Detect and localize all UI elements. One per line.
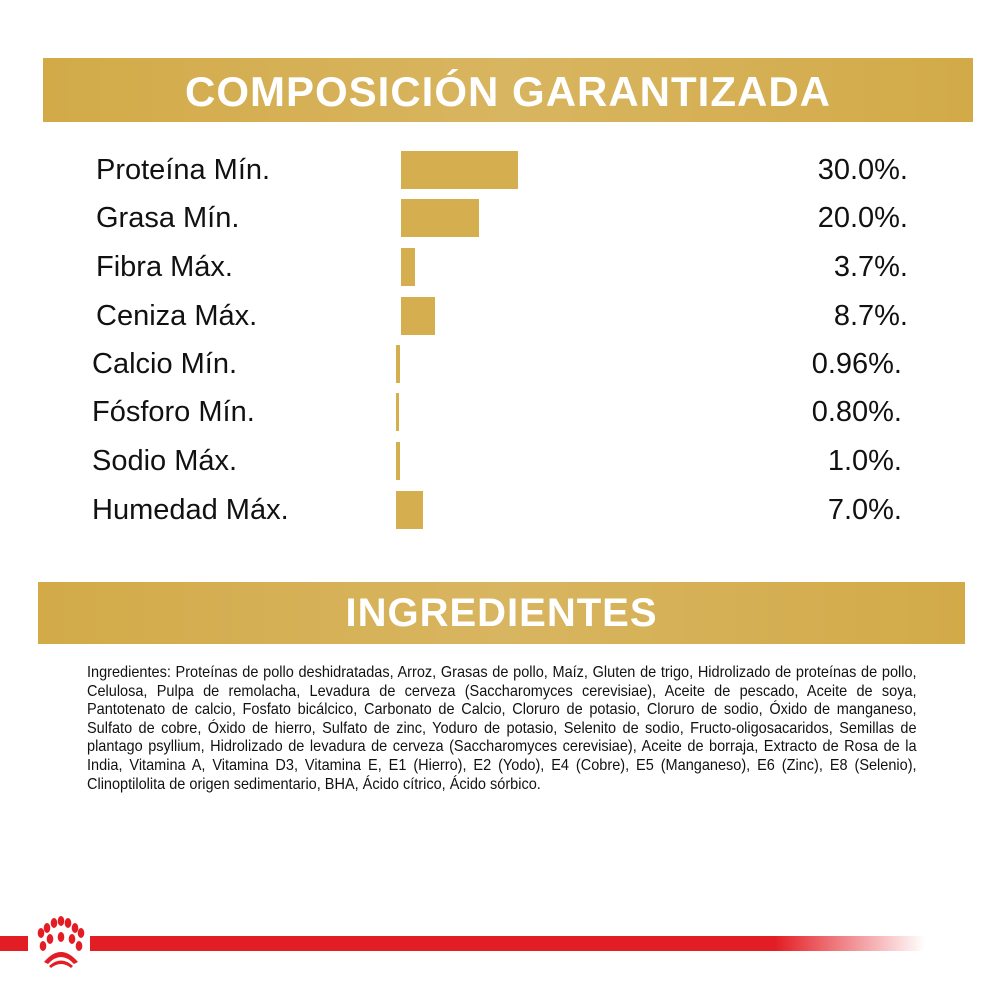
value-label: 3.7%.	[833, 251, 908, 283]
bar	[401, 248, 416, 286]
bar	[401, 199, 479, 237]
value-label: 30.0%.	[817, 154, 908, 186]
brand-line	[90, 936, 925, 951]
bar	[401, 297, 435, 335]
category-label: Sodio Máx.	[92, 445, 238, 477]
ingredients-header: INGREDIENTES	[38, 582, 965, 644]
value-label: 7.0%.	[827, 494, 902, 526]
category-label: Grasa Mín.	[96, 202, 240, 234]
category-label: Ceniza Máx.	[96, 300, 258, 332]
bar	[401, 151, 518, 189]
category-label: Calcio Mín.	[92, 348, 238, 380]
category-label: Fósforo Mín.	[92, 396, 255, 428]
royal-canin-crown-icon	[37, 916, 85, 968]
category-label: Fibra Máx.	[96, 251, 233, 283]
value-label: 0.96%.	[811, 348, 902, 380]
ingredients-text: Ingredientes: Proteínas de pollo deshidr…	[87, 664, 917, 793]
value-label: 0.80%.	[811, 396, 902, 428]
value-label: 8.7%.	[833, 300, 908, 332]
brand-line-left	[0, 936, 28, 951]
category-label: Humedad Máx.	[92, 494, 289, 526]
value-label: 20.0%.	[817, 202, 908, 234]
bar	[396, 491, 424, 529]
value-label: 1.0%.	[827, 445, 902, 477]
composition-header: COMPOSICIÓN GARANTIZADA	[43, 58, 973, 122]
bar	[396, 393, 400, 431]
category-label: Proteína Mín.	[96, 154, 271, 186]
bar	[396, 345, 400, 383]
bar	[396, 442, 400, 480]
